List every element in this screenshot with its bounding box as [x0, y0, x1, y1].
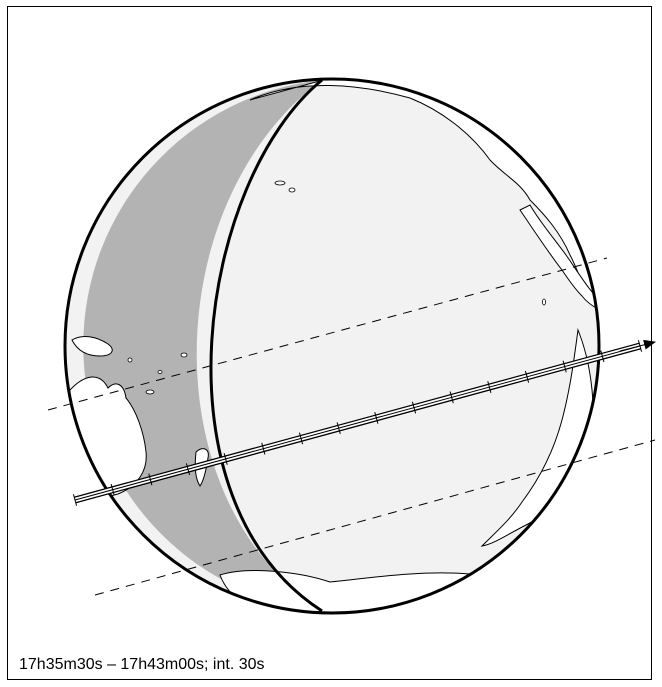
path-arrow — [619, 339, 656, 352]
terminator-line — [209, 78, 323, 613]
southern-limit-line — [94, 439, 656, 596]
interval-tick — [524, 370, 530, 383]
interval-tick — [487, 381, 492, 393]
globe-outline — [63, 77, 601, 615]
interval-tick — [298, 432, 304, 445]
interval-tick — [411, 401, 417, 414]
interval-ticks — [72, 340, 643, 506]
islands — [127, 180, 546, 395]
interval-tick — [637, 340, 643, 352]
interval-tick — [562, 360, 567, 373]
interval-tick — [185, 463, 191, 476]
central-eclipse-path — [74, 339, 656, 504]
map-caption: 17h35m30s – 17h43m00s; int. 30s — [19, 656, 265, 673]
interval-tick — [148, 473, 153, 486]
interval-tick — [600, 350, 605, 363]
land-new-guinea — [71, 336, 113, 357]
interval-tick — [110, 483, 115, 496]
land-central-america — [519, 204, 599, 311]
interval-tick — [261, 442, 266, 455]
interval-tick — [449, 391, 454, 404]
interval-tick — [336, 422, 341, 435]
interval-tick — [223, 453, 228, 465]
northern-limit-line — [47, 257, 608, 411]
interval-tick — [72, 494, 78, 506]
interval-tick — [374, 411, 379, 424]
